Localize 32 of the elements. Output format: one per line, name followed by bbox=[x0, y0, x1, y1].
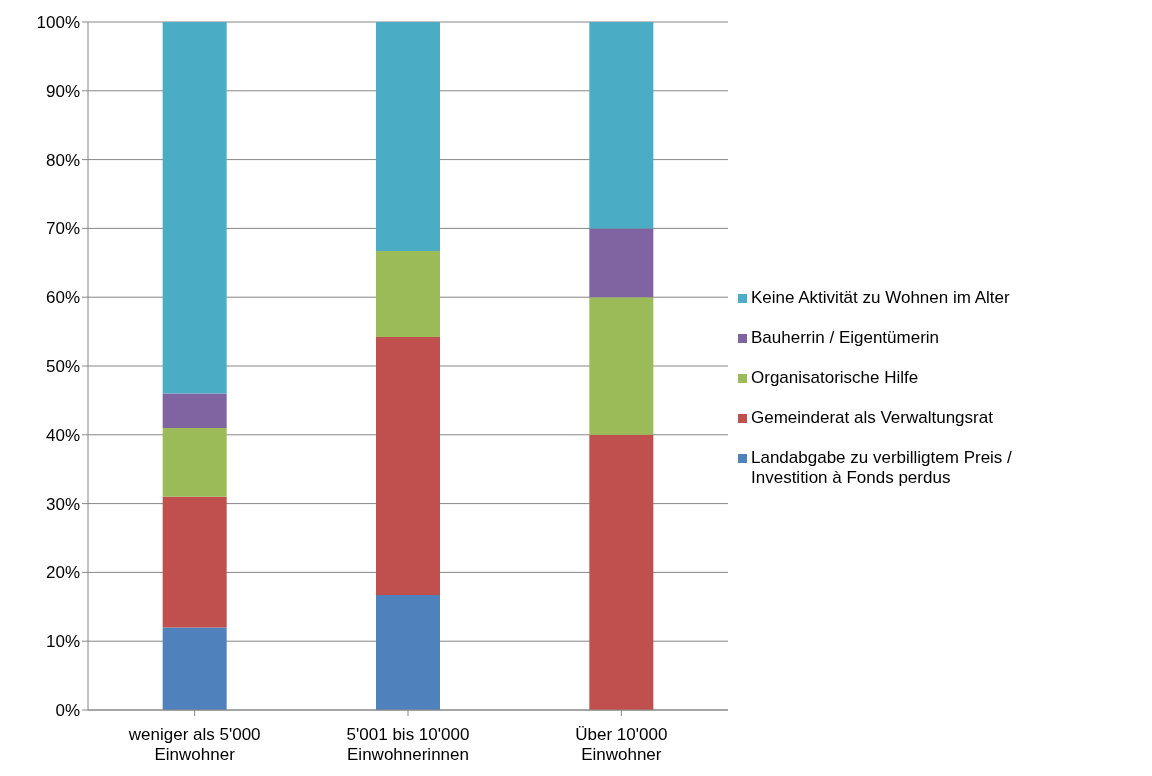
x-tick-label: Über 10'000 Einwohner bbox=[575, 725, 668, 764]
legend-label: Bauherrin / Eigentümerin bbox=[751, 328, 941, 348]
y-tick-label: 60% bbox=[45, 288, 80, 308]
y-tick-label: 10% bbox=[45, 632, 80, 652]
y-tick-label: 80% bbox=[45, 150, 80, 170]
bar bbox=[162, 496, 227, 628]
x-tick-label: weniger als 5'000 Einwohner bbox=[127, 725, 261, 764]
bar bbox=[589, 434, 654, 710]
legend-label: Landabgabe zu verbilligtem Preis / Investition à Fonds perdus bbox=[751, 448, 1013, 488]
bar bbox=[162, 393, 227, 428]
bar bbox=[162, 427, 227, 497]
bar bbox=[376, 22, 440, 252]
legend-label: Keine Aktivität zu Wohnen im Alter bbox=[751, 288, 1011, 308]
bar bbox=[376, 337, 440, 596]
y-tick-label: 0% bbox=[55, 701, 80, 721]
y-tick-label: 90% bbox=[45, 81, 80, 101]
legend-label: Organisatorische Hilfe bbox=[751, 368, 920, 388]
bar bbox=[162, 22, 227, 394]
x-tick-label: 5'001 bis 10'000 Einwohnerinnen bbox=[346, 725, 470, 764]
y-tick-label: 50% bbox=[45, 357, 80, 377]
y-tick-label: 20% bbox=[45, 563, 80, 583]
bar bbox=[162, 627, 227, 710]
y-tick-label: 70% bbox=[45, 219, 80, 239]
bar bbox=[376, 595, 440, 710]
bar bbox=[376, 251, 440, 338]
legend-label: Gemeinderat als Verwaltungsrat bbox=[751, 408, 994, 428]
bar bbox=[589, 228, 654, 298]
y-tick-label: 30% bbox=[45, 494, 80, 514]
bar bbox=[589, 297, 654, 435]
y-tick-label: 100% bbox=[36, 13, 80, 33]
bar bbox=[589, 22, 654, 229]
y-tick-label: 40% bbox=[45, 425, 80, 445]
